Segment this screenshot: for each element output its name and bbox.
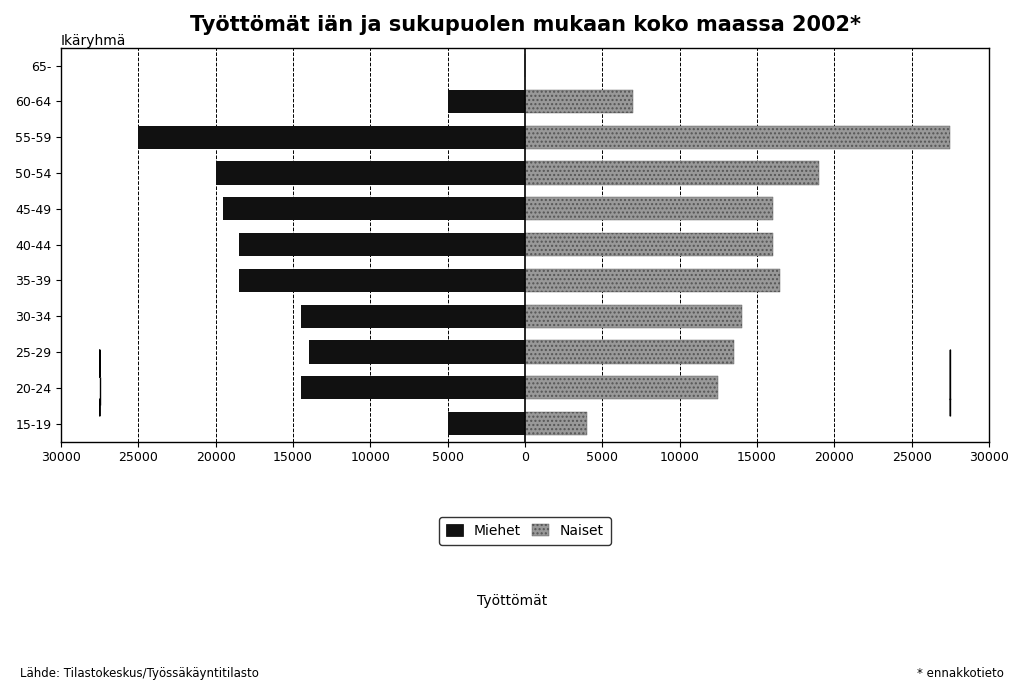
Legend: Miehet, Naiset: Miehet, Naiset [439,517,611,545]
Bar [447,412,525,436]
Bar [525,161,819,185]
Text: * ennakkotieto: * ennakkotieto [916,667,1004,680]
Title: Työttömät iän ja sukupuolen mukaan koko maassa 2002*: Työttömät iän ja sukupuolen mukaan koko … [189,15,860,35]
Bar [525,412,587,436]
Bar [301,304,525,328]
Bar [138,126,525,149]
Bar [525,233,772,256]
Bar [525,269,780,292]
Bar [216,161,525,185]
Bar [447,90,525,113]
Bar [239,233,525,256]
Bar [525,376,719,399]
Bar [525,197,772,221]
Bar [525,126,950,149]
Bar [525,304,741,328]
Bar [239,269,525,292]
Text: Lähde: Tilastokeskus/Työssäkäyntitilasto: Lähde: Tilastokeskus/Työssäkäyntitilasto [20,667,259,680]
Bar [525,340,734,363]
Bar [301,376,525,399]
Bar [308,340,525,363]
Bar [525,90,633,113]
Text: Ikäryhmä: Ikäryhmä [61,34,127,47]
Text: Työttömät: Työttömät [477,594,547,608]
Bar [223,197,525,221]
